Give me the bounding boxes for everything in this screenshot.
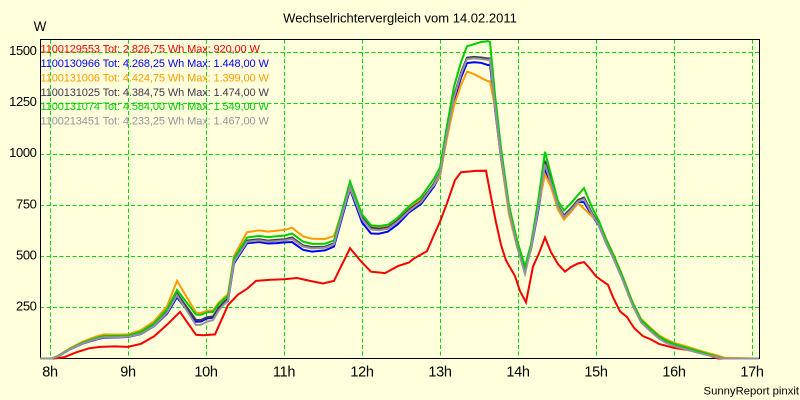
svg-text:1250: 1250 xyxy=(9,94,36,109)
svg-text:12h: 12h xyxy=(350,364,374,380)
svg-text:500: 500 xyxy=(16,247,37,262)
svg-text:750: 750 xyxy=(16,196,37,211)
svg-text:Wechselrichtervergleich vom 14: Wechselrichtervergleich vom 14.02.2011 xyxy=(283,11,517,26)
svg-text:W: W xyxy=(34,19,47,34)
svg-text:1100131025 Tot: 4.384,75 Wh Ma: 1100131025 Tot: 4.384,75 Wh Max: 1.474,0… xyxy=(41,87,270,99)
svg-text:1500: 1500 xyxy=(9,43,36,58)
svg-text:1100131074 Tot: 4.584,00 Wh Ma: 1100131074 Tot: 4.584,00 Wh Max: 1.549,0… xyxy=(41,101,270,113)
svg-text:SunnyReport pinxit: SunnyReport pinxit xyxy=(704,386,800,398)
svg-text:1000: 1000 xyxy=(9,145,36,160)
svg-text:1100130966 Tot: 4.268,25 Wh Ma: 1100130966 Tot: 4.268,25 Wh Max: 1.448,0… xyxy=(41,58,270,70)
svg-text:8h: 8h xyxy=(42,364,58,380)
svg-text:10h: 10h xyxy=(194,364,218,380)
svg-text:17h: 17h xyxy=(740,364,764,380)
svg-text:250: 250 xyxy=(16,298,37,313)
svg-text:9h: 9h xyxy=(120,364,136,380)
svg-text:11h: 11h xyxy=(273,364,295,380)
svg-text:1100213451 Tot: 4.233,25 Wh Ma: 1100213451 Tot: 4.233,25 Wh Max: 1.467,0… xyxy=(41,116,270,128)
svg-text:1100129553 Tot: 2.826,75 Wh Ma: 1100129553 Tot: 2.826,75 Wh Max: 920,00 … xyxy=(41,44,261,56)
svg-text:13h: 13h xyxy=(428,364,452,380)
svg-text:14h: 14h xyxy=(506,364,530,380)
svg-text:16h: 16h xyxy=(662,364,686,380)
svg-text:15h: 15h xyxy=(584,364,608,380)
svg-text:1100131006 Tot: 4.424,75 Wh Ma: 1100131006 Tot: 4.424,75 Wh Max: 1.399,0… xyxy=(41,72,270,84)
